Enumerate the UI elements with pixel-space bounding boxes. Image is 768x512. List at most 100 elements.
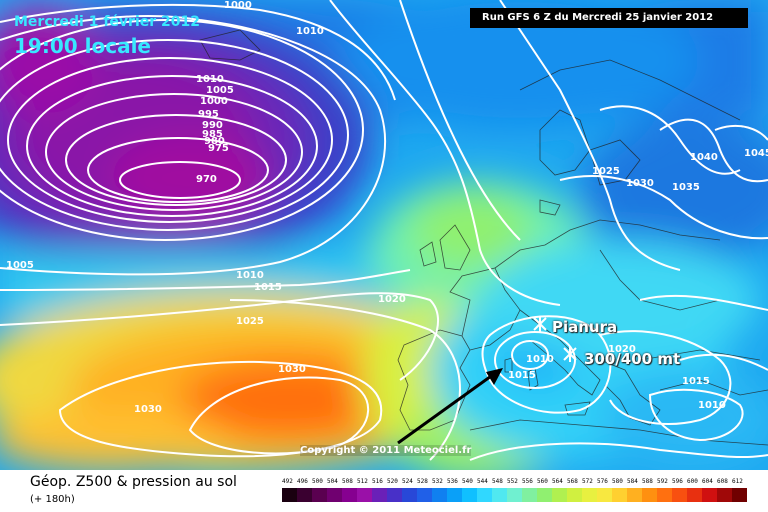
legend-swatch [552, 488, 567, 502]
legend-footer: Géop. Z500 & pression au sol (+ 180h) 49… [0, 470, 768, 512]
forecast-time: 19:00 locale [14, 34, 151, 58]
legend-swatch [417, 488, 432, 502]
legend-swatch [282, 488, 297, 502]
legend-swatch [612, 488, 627, 502]
snow-icon [563, 346, 577, 362]
geopotential-map: 1005 1010 1010 1005 1000 995 990 985 980… [0, 0, 768, 470]
isobar-label: 1005 [206, 85, 234, 96]
isobar-label: 1015 [508, 370, 536, 381]
legend-tick: 548 [492, 478, 503, 485]
isobar-label: 1000 [200, 96, 228, 107]
snow-level-label: 300/400 mt [584, 350, 681, 368]
isobar-label: 1010 [296, 26, 324, 37]
isobar-label: 1025 [236, 316, 264, 327]
map-area: 1005 1010 1010 1005 1000 995 990 985 980… [0, 0, 768, 470]
legend-swatch [657, 488, 672, 502]
legend-subtitle: (+ 180h) [30, 494, 75, 505]
legend-tick: 520 [387, 478, 398, 485]
legend-tick: 560 [537, 478, 548, 485]
legend-tick: 496 [297, 478, 308, 485]
legend-swatch [567, 488, 582, 502]
isobar-label: 1020 [378, 294, 406, 305]
legend-swatch [507, 488, 522, 502]
legend-tick: 504 [327, 478, 338, 485]
legend-swatch [297, 488, 312, 502]
forecast-date: Mercredi 1 février 2012 [14, 14, 200, 30]
legend-swatch [357, 488, 372, 502]
legend-swatch [342, 488, 357, 502]
isobar-label: 1045 [744, 148, 768, 159]
legend-swatch [597, 488, 612, 502]
legend-swatch [327, 488, 342, 502]
legend-title: Géop. Z500 & pression au sol [30, 474, 237, 490]
legend-swatch [312, 488, 327, 502]
isobar-label: 1010 [526, 354, 554, 365]
legend-tick: 580 [612, 478, 623, 485]
isobar-label: 1010 [698, 400, 726, 411]
legend-tick: 492 [282, 478, 293, 485]
legend-swatch [402, 488, 417, 502]
legend-tick: 552 [507, 478, 518, 485]
legend-swatch [582, 488, 597, 502]
isobar-label: 1030 [278, 364, 306, 375]
legend-tick: 528 [417, 478, 428, 485]
run-info: Run GFS 6 Z du Mercredi 25 janvier 2012 [470, 8, 748, 28]
legend-tick: 544 [477, 478, 488, 485]
color-field [0, 0, 768, 470]
legend-swatch [672, 488, 687, 502]
isobar-label: 975 [208, 143, 229, 154]
isobar-label: 1030 [134, 404, 162, 415]
legend-swatch [642, 488, 657, 502]
isobar-label: 970 [196, 174, 217, 185]
isobar-label: 1030 [626, 178, 654, 189]
legend-tick: 608 [717, 478, 728, 485]
legend-tick: 604 [702, 478, 713, 485]
legend-tick: 588 [642, 478, 653, 485]
legend-swatch [432, 488, 447, 502]
legend-tick: 568 [567, 478, 578, 485]
isobar-label: 1020 [608, 344, 636, 355]
legend-tick: 500 [312, 478, 323, 485]
legend-swatch [447, 488, 462, 502]
legend-tick: 596 [672, 478, 683, 485]
legend-tick: 612 [732, 478, 743, 485]
legend-tick: 516 [372, 478, 383, 485]
isobar-label: 1010 [196, 74, 224, 85]
isobar-label: 995 [198, 109, 219, 120]
color-scale: 492 496 500 504 508 512 516 520 524 528 532 536 540 5… [282, 478, 752, 508]
legend-swatch [522, 488, 537, 502]
copyright-notice: Copyright © 2011 Meteociel.fr [300, 445, 472, 456]
snow-icon [533, 316, 547, 332]
isobar-label: 1010 [236, 270, 264, 281]
isobar-label: 990 [202, 120, 223, 131]
legend-swatch [477, 488, 492, 502]
legend-tick: 540 [462, 478, 473, 485]
legend-swatch [732, 488, 747, 502]
legend-tick: 600 [687, 478, 698, 485]
legend-tick: 572 [582, 478, 593, 485]
legend-swatch [687, 488, 702, 502]
isobars [0, 0, 768, 461]
isobar-label: 985 [202, 129, 223, 140]
isobar-label: 1035 [672, 182, 700, 193]
legend-swatch [387, 488, 402, 502]
legend-swatch [462, 488, 477, 502]
legend-tick: 512 [357, 478, 368, 485]
legend-tick: 536 [447, 478, 458, 485]
isobar-label: 1015 [682, 376, 710, 387]
legend-swatch [717, 488, 732, 502]
legend-tick: 532 [432, 478, 443, 485]
legend-swatch [627, 488, 642, 502]
legend-swatch [537, 488, 552, 502]
isobar-label: 1025 [592, 166, 620, 177]
legend-tick: 576 [597, 478, 608, 485]
arrow-icon [397, 368, 503, 445]
legend-tick: 564 [552, 478, 563, 485]
legend-tick: 556 [522, 478, 533, 485]
legend-tick: 584 [627, 478, 638, 485]
isobar-label: 1005 [6, 260, 34, 271]
isobar-labels: 1005 1010 1010 1005 1000 995 990 985 980… [6, 0, 768, 415]
legend-tick: 508 [342, 478, 353, 485]
isobar-label: 1000 [224, 0, 252, 11]
